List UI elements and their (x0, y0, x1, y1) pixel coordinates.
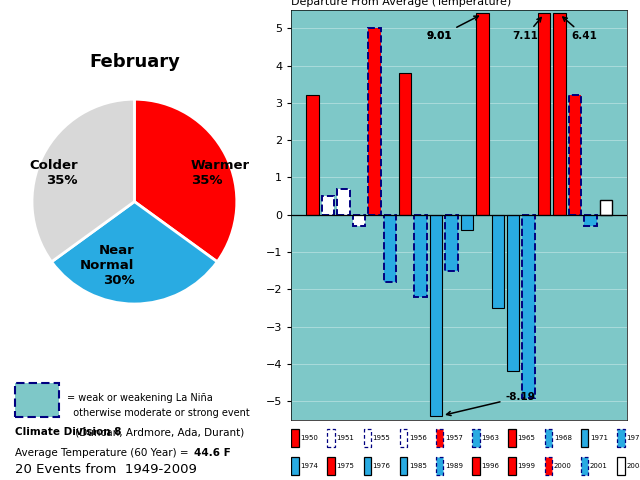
Text: 1956: 1956 (409, 435, 427, 441)
Text: Climate Division 8: Climate Division 8 (15, 427, 121, 437)
Text: 1963: 1963 (481, 435, 499, 441)
Title: February: February (89, 53, 180, 71)
Bar (436, 429, 444, 447)
Bar (545, 457, 552, 475)
Bar (322, 196, 334, 215)
Bar (328, 457, 335, 475)
Text: Warmer
35%: Warmer 35% (191, 159, 250, 187)
Bar (617, 457, 625, 475)
Bar (617, 429, 625, 447)
Bar (581, 457, 588, 475)
Text: 2008: 2008 (626, 463, 640, 469)
Bar (492, 215, 504, 308)
Text: = weak or weakening La Niña: = weak or weakening La Niña (67, 393, 212, 403)
Bar (291, 457, 299, 475)
Bar (430, 215, 442, 416)
Bar (445, 215, 458, 271)
Bar (476, 13, 488, 215)
Text: 1975: 1975 (337, 463, 355, 469)
Text: 1951: 1951 (337, 435, 355, 441)
Bar (364, 429, 371, 447)
Wedge shape (52, 202, 217, 304)
Text: Departure From Average (Temperature): Departure From Average (Temperature) (291, 0, 511, 7)
Text: 1989: 1989 (445, 463, 463, 469)
Bar (415, 215, 427, 297)
Bar (399, 73, 412, 215)
Bar (538, 13, 550, 215)
Bar (353, 215, 365, 226)
Text: 1996: 1996 (481, 463, 499, 469)
Bar (436, 457, 444, 475)
Text: 1965: 1965 (518, 435, 536, 441)
Bar (581, 429, 588, 447)
Text: 1974: 1974 (300, 463, 318, 469)
Bar (584, 215, 596, 226)
Text: Colder
35%: Colder 35% (29, 159, 78, 187)
Bar (307, 96, 319, 215)
Text: 1950: 1950 (300, 435, 318, 441)
Bar (383, 215, 396, 282)
Bar (400, 457, 407, 475)
Bar (522, 215, 535, 397)
Bar (364, 457, 371, 475)
Bar (328, 429, 335, 447)
Text: 1999: 1999 (518, 463, 536, 469)
Bar (554, 13, 566, 215)
Bar (600, 200, 612, 215)
Text: -8.19: -8.19 (447, 392, 535, 416)
Bar (507, 215, 520, 372)
Text: 2001: 2001 (590, 463, 608, 469)
Text: 1972: 1972 (626, 435, 640, 441)
Bar (291, 429, 299, 447)
Bar (472, 457, 479, 475)
Text: 2000: 2000 (554, 463, 572, 469)
Text: 1957: 1957 (445, 435, 463, 441)
Bar (400, 429, 407, 447)
Text: 44.6 F: 44.6 F (193, 448, 230, 458)
Bar (545, 429, 552, 447)
Bar (461, 215, 473, 230)
Text: otherwise moderate or strong event: otherwise moderate or strong event (67, 408, 250, 419)
Text: 7.11: 7.11 (513, 18, 541, 41)
Text: 1971: 1971 (590, 435, 608, 441)
Text: Climate Division 8 (Duncan, Ardmore, Ada, Durant): Climate Division 8 (Duncan, Ardmore, Ada… (15, 427, 282, 437)
Text: 9.01: 9.01 (426, 31, 452, 41)
Wedge shape (32, 99, 134, 262)
Text: 1955: 1955 (372, 435, 390, 441)
Text: (Duncan, Ardmore, Ada, Durant): (Duncan, Ardmore, Ada, Durant) (72, 427, 244, 437)
Bar (337, 189, 349, 215)
Text: Average Temperature (60 Year) =: Average Temperature (60 Year) = (15, 448, 188, 458)
Text: 1976: 1976 (372, 463, 390, 469)
Bar (509, 457, 516, 475)
Text: 9.01: 9.01 (426, 16, 478, 41)
Text: 1968: 1968 (554, 435, 572, 441)
Bar (368, 28, 381, 215)
Bar (15, 383, 59, 417)
Text: 20 Events from  1949-2009: 20 Events from 1949-2009 (15, 463, 196, 476)
Text: 6.41: 6.41 (563, 17, 598, 41)
Text: 1985: 1985 (409, 463, 427, 469)
Bar (569, 96, 581, 215)
Wedge shape (134, 99, 237, 262)
Bar (509, 429, 516, 447)
Text: Near
Normal
30%: Near Normal 30% (80, 243, 134, 287)
Bar (472, 429, 479, 447)
